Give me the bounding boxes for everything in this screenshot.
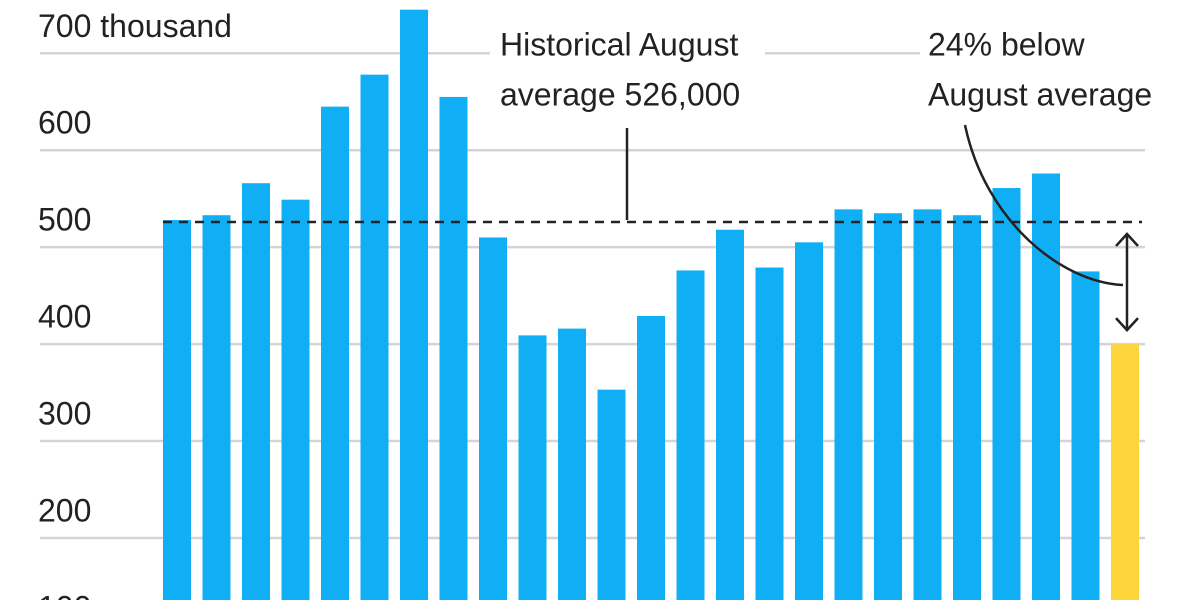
bar — [874, 213, 902, 600]
y-tick-label: 100 — [38, 589, 91, 600]
bar — [558, 328, 586, 600]
y-tick-label: 700 thousand — [38, 8, 232, 44]
bar — [202, 215, 231, 600]
bar — [834, 209, 863, 600]
annotation-bg — [490, 25, 765, 120]
y-tick-label: 200 — [38, 492, 91, 528]
bar — [1111, 344, 1139, 600]
bar — [439, 96, 468, 600]
bar — [1071, 271, 1100, 600]
bar — [479, 237, 507, 600]
bar — [1032, 173, 1060, 600]
bar — [953, 215, 981, 600]
bar — [795, 242, 823, 600]
annotation-bg — [920, 25, 1170, 120]
y-tick-label: 400 — [38, 299, 91, 335]
bar — [360, 74, 389, 600]
bar — [321, 106, 349, 600]
annotation-text: August average — [928, 76, 1152, 112]
annotation-leader — [963, 124, 1124, 287]
bar — [913, 209, 942, 600]
bar — [676, 270, 705, 600]
annotation-text: Historical August — [500, 26, 738, 62]
y-tick-label: 600 — [38, 105, 91, 141]
bar — [400, 9, 428, 600]
bar — [518, 335, 547, 600]
bar — [716, 229, 744, 600]
bar — [992, 188, 1021, 600]
y-tick-label: 500 — [38, 202, 91, 238]
annotation-text: 24% below — [928, 26, 1085, 62]
arrow-head — [1115, 317, 1139, 332]
y-tick-label: 300 — [38, 395, 91, 431]
bar — [755, 267, 784, 600]
bar — [163, 220, 191, 600]
bar — [281, 199, 310, 600]
annotation-text: average 526,000 — [500, 76, 740, 112]
bar — [242, 183, 270, 600]
bar — [597, 389, 626, 600]
arrow-head — [1115, 232, 1139, 247]
bar — [637, 315, 665, 600]
